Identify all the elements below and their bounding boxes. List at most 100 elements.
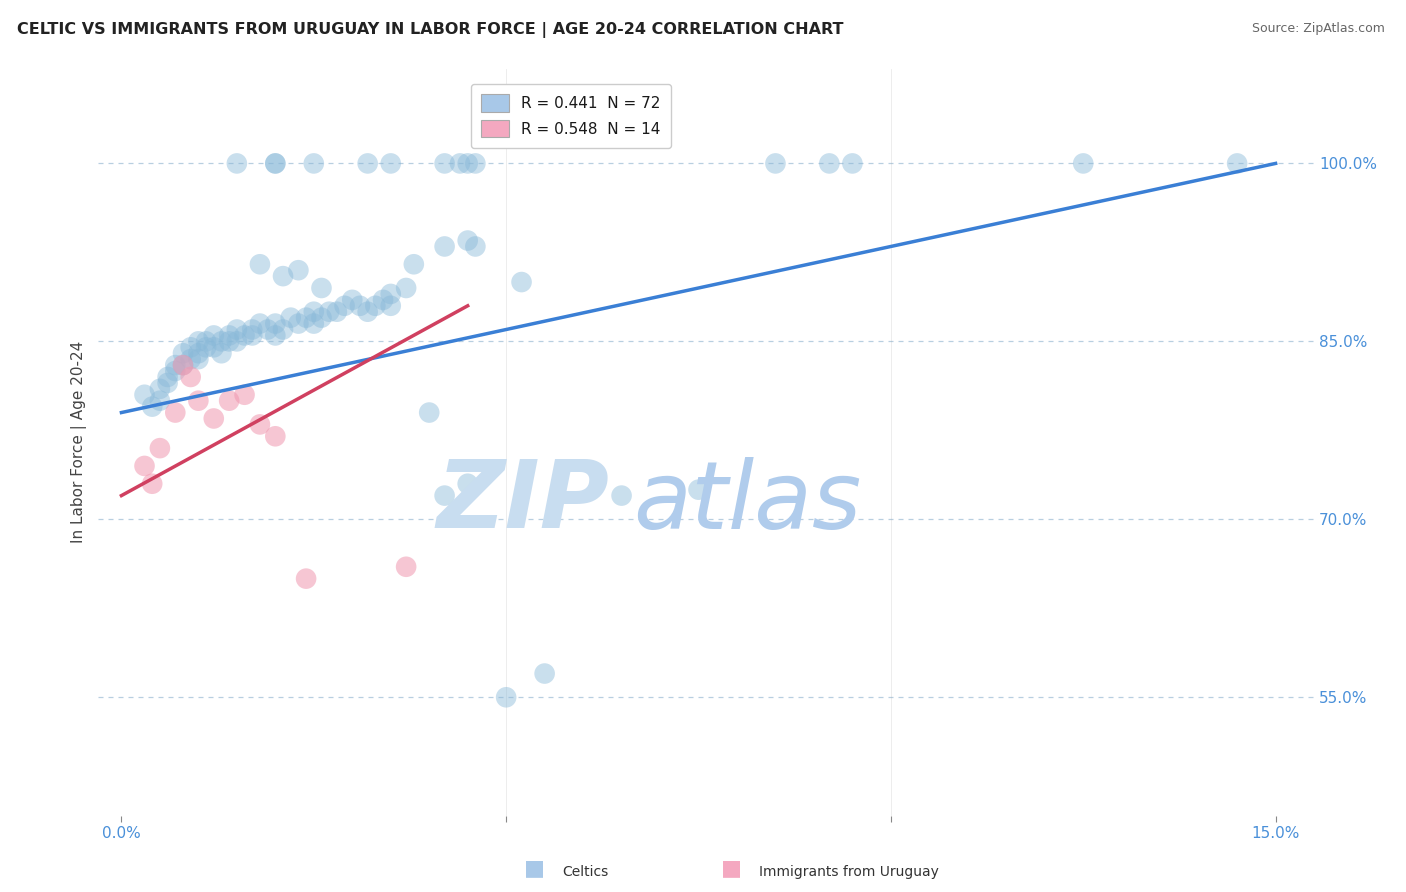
Point bbox=[149, 382, 172, 396]
Text: ■: ■ bbox=[524, 859, 544, 879]
Point bbox=[533, 666, 555, 681]
Point bbox=[433, 489, 456, 503]
Point bbox=[688, 483, 710, 497]
Point bbox=[311, 281, 333, 295]
Y-axis label: In Labor Force | Age 20-24: In Labor Force | Age 20-24 bbox=[72, 341, 87, 543]
Point bbox=[149, 441, 172, 455]
Point bbox=[218, 328, 240, 343]
Point bbox=[271, 269, 294, 284]
Point bbox=[342, 293, 364, 307]
Point bbox=[302, 304, 325, 318]
Point bbox=[195, 334, 218, 349]
Point bbox=[295, 310, 318, 325]
Point bbox=[195, 340, 218, 354]
Point bbox=[418, 406, 440, 420]
Point bbox=[187, 334, 209, 349]
Point bbox=[264, 328, 287, 343]
Point bbox=[380, 287, 402, 301]
Point bbox=[165, 364, 187, 378]
Point bbox=[302, 317, 325, 331]
Point bbox=[264, 156, 287, 170]
Point bbox=[187, 346, 209, 360]
Point bbox=[202, 411, 225, 425]
Text: ■: ■ bbox=[721, 859, 741, 879]
Point bbox=[180, 370, 202, 384]
Point bbox=[134, 388, 156, 402]
Point bbox=[149, 393, 172, 408]
Text: Celtics: Celtics bbox=[562, 864, 609, 879]
Point bbox=[141, 400, 163, 414]
Point bbox=[187, 352, 209, 367]
Point bbox=[287, 263, 309, 277]
Text: Immigrants from Uruguay: Immigrants from Uruguay bbox=[759, 864, 939, 879]
Point bbox=[134, 458, 156, 473]
Point bbox=[380, 299, 402, 313]
Point bbox=[211, 346, 233, 360]
Point bbox=[311, 310, 333, 325]
Point bbox=[180, 352, 202, 367]
Point bbox=[165, 358, 187, 372]
Point bbox=[240, 322, 263, 336]
Point bbox=[187, 393, 209, 408]
Point bbox=[457, 156, 479, 170]
Point bbox=[172, 358, 194, 372]
Point bbox=[433, 156, 456, 170]
Point bbox=[495, 690, 517, 705]
Point bbox=[211, 334, 233, 349]
Point bbox=[402, 257, 425, 271]
Point bbox=[165, 406, 187, 420]
Point bbox=[1226, 156, 1249, 170]
Point bbox=[364, 299, 387, 313]
Point bbox=[264, 429, 287, 443]
Point bbox=[256, 322, 278, 336]
Point bbox=[172, 358, 194, 372]
Point bbox=[156, 376, 179, 390]
Point bbox=[395, 559, 418, 574]
Point bbox=[610, 489, 633, 503]
Point bbox=[233, 388, 256, 402]
Point bbox=[449, 156, 471, 170]
Legend: R = 0.441  N = 72, R = 0.548  N = 14: R = 0.441 N = 72, R = 0.548 N = 14 bbox=[471, 84, 671, 148]
Point bbox=[333, 299, 356, 313]
Point bbox=[464, 239, 486, 253]
Point bbox=[395, 281, 418, 295]
Point bbox=[271, 322, 294, 336]
Point bbox=[141, 476, 163, 491]
Point bbox=[318, 304, 340, 318]
Point bbox=[218, 334, 240, 349]
Point bbox=[225, 156, 247, 170]
Point bbox=[464, 156, 486, 170]
Point bbox=[249, 257, 271, 271]
Point bbox=[349, 299, 371, 313]
Point bbox=[202, 328, 225, 343]
Point bbox=[202, 340, 225, 354]
Point bbox=[356, 304, 378, 318]
Point bbox=[180, 340, 202, 354]
Point bbox=[225, 322, 247, 336]
Point bbox=[302, 156, 325, 170]
Point bbox=[433, 239, 456, 253]
Point bbox=[380, 156, 402, 170]
Point bbox=[457, 476, 479, 491]
Point bbox=[356, 156, 378, 170]
Point bbox=[287, 317, 309, 331]
Point bbox=[218, 393, 240, 408]
Point bbox=[264, 156, 287, 170]
Point bbox=[172, 346, 194, 360]
Point bbox=[1071, 156, 1094, 170]
Point bbox=[326, 304, 349, 318]
Point bbox=[156, 370, 179, 384]
Text: atlas: atlas bbox=[633, 457, 862, 548]
Point bbox=[765, 156, 787, 170]
Point bbox=[371, 293, 394, 307]
Point bbox=[225, 334, 247, 349]
Point bbox=[841, 156, 863, 170]
Point bbox=[457, 234, 479, 248]
Text: CELTIC VS IMMIGRANTS FROM URUGUAY IN LABOR FORCE | AGE 20-24 CORRELATION CHART: CELTIC VS IMMIGRANTS FROM URUGUAY IN LAB… bbox=[17, 22, 844, 38]
Point bbox=[264, 317, 287, 331]
Point bbox=[818, 156, 841, 170]
Point bbox=[233, 328, 256, 343]
Point bbox=[240, 328, 263, 343]
Point bbox=[249, 317, 271, 331]
Point bbox=[249, 417, 271, 432]
